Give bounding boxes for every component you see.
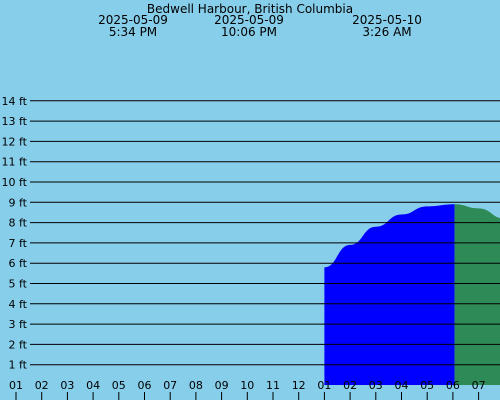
x-axis-ticks: 01 02 03 04 05 06 07 08 09 10 11 12 01 02 03 04 05 06 07: [9, 379, 486, 400]
x-tick-label: 11: [266, 379, 280, 392]
x-tick-label: 05: [420, 379, 434, 392]
x-tick-label: 02: [343, 379, 357, 392]
y-tick-label: 10 ft: [2, 176, 28, 189]
y-tick-label: 5 ft: [9, 278, 28, 291]
extreme-time: 3:26 AM: [362, 25, 411, 39]
x-tick-label: 02: [35, 379, 49, 392]
extreme-time: 10:06 PM: [221, 25, 277, 39]
chart-title: Bedwell Harbour, British Columbia: [147, 2, 353, 16]
x-tick-label: 03: [369, 379, 383, 392]
extreme-time: 5:34 PM: [109, 25, 157, 39]
x-tick-label: 04: [395, 379, 409, 392]
y-tick-label: 14 ft: [2, 95, 28, 108]
x-tick-label: 06: [446, 379, 460, 392]
y-tick-label: 11 ft: [2, 156, 28, 169]
x-tick-label: 01: [9, 379, 23, 392]
extreme-date: 2025-05-10: [352, 13, 422, 27]
y-tick-label: 12 ft: [2, 135, 28, 148]
x-tick-label: 04: [86, 379, 100, 392]
tide-area-segment: [454, 204, 500, 385]
x-tick-label: 08: [189, 379, 203, 392]
x-tick-label: 12: [292, 379, 306, 392]
y-tick-label: 7 ft: [9, 237, 28, 250]
x-tick-label: 07: [472, 379, 486, 392]
x-tick-label: 03: [60, 379, 74, 392]
tide-area-segment: [324, 204, 455, 385]
grid-lines: [30, 100, 500, 366]
x-tick-label: 05: [112, 379, 126, 392]
extreme-date: 2025-05-09: [98, 13, 168, 27]
y-tick-label: 2 ft: [9, 338, 28, 351]
y-tick-label: 4 ft: [9, 298, 28, 311]
tide-areas: [324, 204, 500, 385]
x-tick-label: 07: [163, 379, 177, 392]
x-tick-label: 10: [240, 379, 254, 392]
y-tick-label: 1 ft: [9, 359, 28, 372]
y-axis-labels: 1 ft 2 ft 3 ft 4 ft 5 ft 6 ft 7 ft 8 ft 9 ft 10 f…: [2, 95, 28, 372]
y-tick-label: 8 ft: [9, 217, 28, 230]
x-tick-label: 01: [317, 379, 331, 392]
extreme-date: 2025-05-09: [214, 13, 284, 27]
y-tick-label: 13 ft: [2, 115, 28, 128]
y-tick-label: 6 ft: [9, 257, 28, 270]
x-tick-label: 09: [215, 379, 229, 392]
y-tick-label: 9 ft: [9, 196, 28, 209]
x-tick-label: 06: [138, 379, 152, 392]
y-tick-label: 3 ft: [9, 318, 28, 331]
